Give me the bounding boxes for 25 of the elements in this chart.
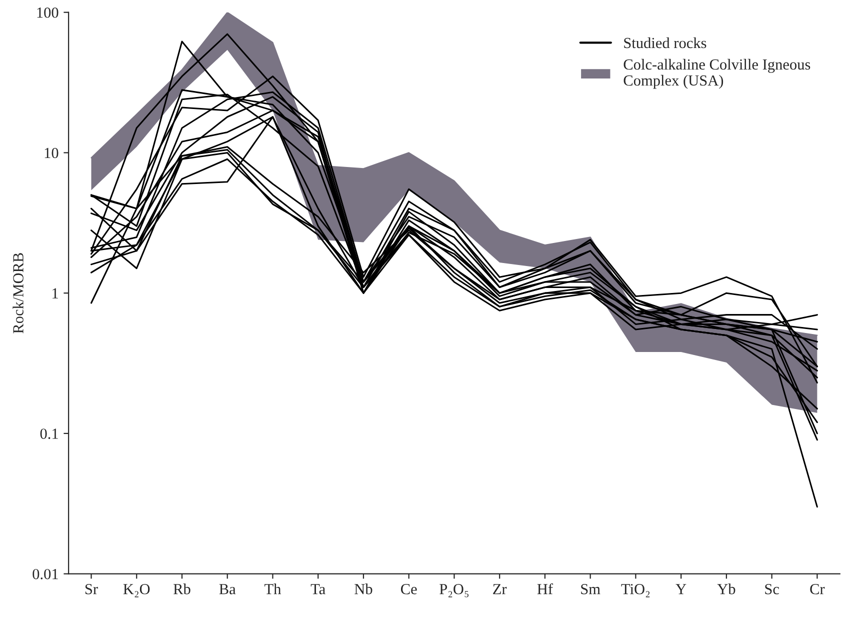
x-tick-label: Rb xyxy=(174,584,190,594)
x-tick-label: TiO₂ xyxy=(621,584,650,598)
y-tick-label: 10 xyxy=(44,148,58,158)
x-tick-label: Sm xyxy=(581,584,600,594)
y-axis-title: Rock/MORB xyxy=(12,253,24,334)
x-tick-label: Ta xyxy=(310,584,326,594)
legend-label: Colc-alkaline Colville Igneous Complex (USA) xyxy=(624,58,810,89)
x-tick-label: P₂O₅ xyxy=(440,584,468,598)
x-tick-label: Zr xyxy=(493,584,507,594)
x-tick-label: K₂O xyxy=(123,584,150,598)
y-tick-label: 0.01 xyxy=(32,568,58,580)
x-tick-label: Y xyxy=(676,584,686,594)
x-tick-label: Sr xyxy=(85,584,98,594)
y-tick-label: 1 xyxy=(52,288,58,298)
x-tick-label: Ce xyxy=(400,584,417,594)
y-tick-label: 100 xyxy=(37,7,58,18)
x-tick-label: Hf xyxy=(537,583,554,594)
x-tick-label: Th xyxy=(264,584,282,594)
x-tick-label: Yb xyxy=(717,584,736,594)
x-tick-label: Ba xyxy=(219,584,236,594)
x-tick-label: Cr xyxy=(810,584,825,594)
x-tick-label: Sc xyxy=(765,584,779,594)
legend-label: Studied rocks xyxy=(624,37,706,48)
y-tick-label: 0.1 xyxy=(40,428,58,439)
x-tick-label: Nb xyxy=(354,584,372,594)
